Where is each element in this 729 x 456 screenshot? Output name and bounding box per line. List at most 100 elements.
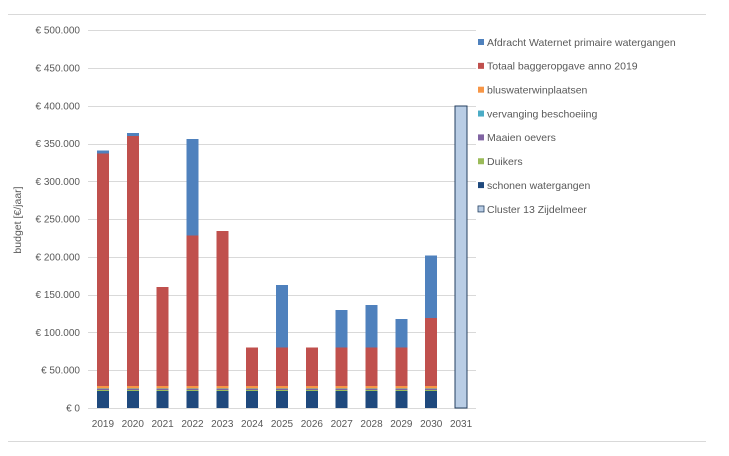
bar-2022-totaal-baggeropgave-anno-2019 bbox=[186, 235, 199, 387]
legend-item-totaal-baggeropgave-anno-2019: Totaal baggeropgave anno 2019 bbox=[478, 61, 638, 73]
bar-2023-bluswaterwinplaatsen bbox=[216, 386, 229, 389]
bar-2023-vervanging-beschoeiing bbox=[216, 388, 229, 390]
legend-marker bbox=[478, 134, 484, 141]
legend-label: Cluster 13 Zijdelmeer bbox=[487, 204, 587, 216]
bar-2028-maaien-oevers bbox=[365, 389, 378, 390]
bar-2020-afdracht-waternet-primaire-watergangen bbox=[126, 132, 139, 136]
bar-2029-duikers bbox=[395, 389, 408, 391]
x-tick-label: 2031 bbox=[450, 419, 473, 430]
bar-2025-duikers bbox=[276, 389, 288, 391]
bar-2021-totaal-baggeropgave-anno-2019 bbox=[156, 287, 169, 387]
bar-2027-duikers bbox=[335, 389, 348, 391]
legend-item-maaien-oevers: Maaien oevers bbox=[478, 132, 556, 144]
bar-2025-vervanging-beschoeiing bbox=[276, 388, 288, 390]
bar-2028-bluswaterwinplaatsen bbox=[365, 386, 378, 389]
bar-2019-totaal-baggeropgave-anno-2019 bbox=[96, 153, 109, 387]
bar-2024-duikers bbox=[246, 389, 259, 391]
y-tick-label: € 300.000 bbox=[36, 177, 81, 188]
bar-2025-schonen-watergangen bbox=[276, 390, 288, 408]
y-tick-label: € 500.000 bbox=[36, 26, 81, 37]
legend-item-afdracht-waternet-primaire-watergangen: Afdracht Waternet primaire watergangen bbox=[478, 37, 676, 49]
bar-2027-totaal-baggeropgave-anno-2019 bbox=[335, 347, 348, 387]
bar-2026-maaien-oevers bbox=[305, 389, 318, 390]
legend-label: bluswaterwinplaatsen bbox=[487, 85, 588, 97]
x-axis-tick-labels: 2019 2020 2021 2022 2023 2024 2025 2026 2027 2028… bbox=[92, 419, 473, 430]
legend-label: schonen watergangen bbox=[487, 180, 590, 192]
bar-2030-totaal-baggeropgave-anno-2019 bbox=[425, 318, 438, 387]
bar-2028-duikers bbox=[365, 389, 378, 391]
x-tick-label: 2026 bbox=[301, 419, 324, 430]
legend-marker bbox=[478, 62, 484, 69]
y-tick-label: € 250.000 bbox=[36, 215, 81, 226]
bar-2030-maaien-oevers bbox=[425, 389, 438, 390]
bar-2023-maaien-oevers bbox=[216, 389, 229, 390]
legend-item-vervanging-beschoeiing: vervanging beschoeiing bbox=[478, 108, 597, 120]
bar-2027-bluswaterwinplaatsen bbox=[335, 386, 348, 389]
bar-2020-duikers bbox=[126, 389, 139, 391]
bar-2020-totaal-baggeropgave-anno-2019 bbox=[126, 135, 139, 387]
bar-2029-afdracht-waternet-primaire-watergangen bbox=[395, 318, 408, 348]
y-tick-label: € 0 bbox=[66, 404, 80, 415]
x-tick-label: 2023 bbox=[211, 419, 234, 430]
bar-2020-schonen-watergangen bbox=[126, 390, 139, 408]
x-tick-label: 2027 bbox=[331, 419, 354, 430]
bar-2030-afdracht-waternet-primaire-watergangen bbox=[425, 255, 438, 319]
x-tick-label: 2029 bbox=[390, 419, 413, 430]
y-axis-title: budget [€/jaar] bbox=[12, 186, 24, 253]
legend-item-schonen-watergangen: schonen watergangen bbox=[478, 180, 590, 192]
x-tick-label: 2025 bbox=[271, 419, 294, 430]
y-tick-label: € 350.000 bbox=[36, 139, 81, 150]
bar-2019-afdracht-waternet-primaire-watergangen bbox=[96, 150, 109, 154]
bar-2031-cluster-13-zijdelmeer bbox=[454, 105, 468, 409]
bar-2029-schonen-watergangen bbox=[395, 390, 408, 408]
legend-item-bluswaterwinplaatsen: bluswaterwinplaatsen bbox=[478, 85, 588, 97]
x-tick-label: 2024 bbox=[241, 419, 264, 430]
y-tick-label: € 200.000 bbox=[36, 252, 81, 263]
legend-item-cluster-13-zijdelmeer: Cluster 13 Zijdelmeer bbox=[477, 204, 587, 216]
legend-item-duikers: Duikers bbox=[478, 156, 523, 168]
legend-label: Afdracht Waternet primaire watergangen bbox=[487, 37, 676, 49]
bar-2027-afdracht-waternet-primaire-watergangen bbox=[335, 309, 348, 348]
bar-2020-maaien-oevers bbox=[126, 389, 139, 390]
bar-2021-maaien-oevers bbox=[156, 389, 169, 390]
y-tick-label: € 400.000 bbox=[36, 101, 81, 112]
legend-label: Maaien oevers bbox=[487, 132, 556, 144]
bar-2029-bluswaterwinplaatsen bbox=[395, 386, 408, 389]
x-tick-label: 2030 bbox=[420, 419, 443, 430]
legend-label: Totaal baggeropgave anno 2019 bbox=[487, 61, 638, 73]
bar-2022-schonen-watergangen bbox=[186, 390, 199, 408]
bars bbox=[96, 105, 468, 409]
bar-2027-vervanging-beschoeiing bbox=[335, 388, 348, 390]
bar-2025-totaal-baggeropgave-anno-2019 bbox=[276, 347, 288, 387]
bar-2028-totaal-baggeropgave-anno-2019 bbox=[365, 347, 378, 387]
bar-2030-bluswaterwinplaatsen bbox=[425, 386, 438, 389]
y-axis-tick-labels: € 0 € 50.000 € 100.000 € 150.000 € 200.000 € … bbox=[36, 26, 81, 415]
x-tick-label: 2019 bbox=[92, 419, 115, 430]
bar-2026-totaal-baggeropgave-anno-2019 bbox=[305, 347, 318, 387]
y-tick-label: € 100.000 bbox=[36, 328, 81, 339]
bar-2023-schonen-watergangen bbox=[216, 390, 229, 408]
bar-2025-maaien-oevers bbox=[276, 389, 288, 390]
bar-2021-vervanging-beschoeiing bbox=[156, 388, 169, 390]
x-tick-label: 2028 bbox=[360, 419, 383, 430]
bar-2019-schonen-watergangen bbox=[96, 390, 109, 408]
bar-2024-schonen-watergangen bbox=[246, 390, 259, 408]
x-tick-label: 2020 bbox=[122, 419, 145, 430]
bar-2024-maaien-oevers bbox=[246, 389, 259, 390]
bar-2030-vervanging-beschoeiing bbox=[425, 388, 438, 390]
y-tick-label: € 50.000 bbox=[41, 366, 80, 377]
bar-2022-afdracht-waternet-primaire-watergangen bbox=[186, 139, 199, 236]
bar-2026-duikers bbox=[305, 389, 318, 391]
bar-2020-vervanging-beschoeiing bbox=[126, 388, 139, 390]
legend-label: vervanging beschoeiing bbox=[487, 108, 597, 120]
bar-2023-duikers bbox=[216, 389, 229, 391]
legend-marker bbox=[478, 86, 484, 93]
bar-2026-schonen-watergangen bbox=[305, 390, 318, 408]
bar-2024-vervanging-beschoeiing bbox=[246, 388, 259, 390]
bar-2019-bluswaterwinplaatsen bbox=[96, 386, 109, 389]
bar-2026-bluswaterwinplaatsen bbox=[305, 386, 318, 389]
bar-2030-duikers bbox=[425, 389, 438, 391]
bar-2019-vervanging-beschoeiing bbox=[96, 388, 109, 390]
bar-2021-duikers bbox=[156, 389, 169, 391]
